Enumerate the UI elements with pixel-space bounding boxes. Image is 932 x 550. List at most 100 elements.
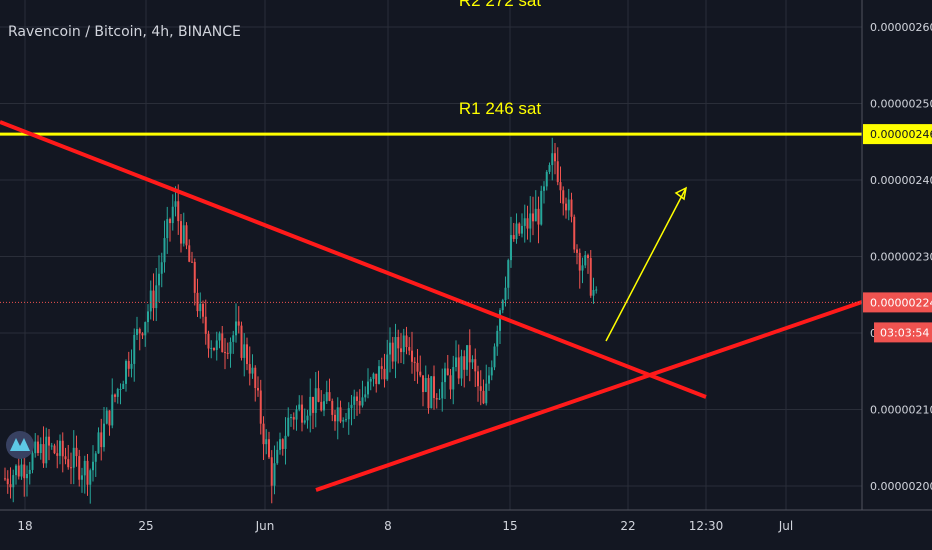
candle-body: [457, 357, 460, 379]
candle-body: [485, 383, 488, 404]
candle-body: [138, 329, 141, 334]
x-tick-label: 18: [17, 519, 32, 533]
candle-body: [460, 356, 463, 379]
drawing-overlays[interactable]: R1 246 sat R2 272 sat: [0, 0, 863, 492]
candle-body: [265, 439, 268, 445]
candle-body: [356, 396, 358, 401]
candle-body: [114, 394, 116, 397]
y-tick-label: 0.00000250: [870, 98, 932, 111]
price-axis[interactable]: 0.000002000.000002100.000002200.00000230…: [861, 0, 932, 510]
candle-body: [474, 359, 477, 372]
candle-body: [466, 345, 468, 370]
descending-trendline[interactable]: [0, 120, 707, 399]
candle-body: [147, 311, 149, 323]
candle-body: [540, 190, 543, 225]
candle-body: [499, 310, 501, 331]
candle-body: [422, 375, 424, 392]
candle-body: [78, 456, 81, 480]
candle-body: [438, 398, 441, 400]
candle-body: [221, 333, 224, 353]
candle-body: [295, 409, 298, 420]
candle-body: [224, 352, 226, 354]
candle-body: [270, 457, 273, 486]
projection-arrow[interactable]: [605, 187, 687, 342]
candle-body: [411, 350, 413, 362]
r1-label: R1 246 sat: [459, 99, 541, 118]
candle-body: [364, 394, 367, 398]
candle-body: [413, 361, 416, 363]
candle-body: [358, 400, 361, 406]
candle-body: [427, 378, 430, 409]
candle-body: [53, 445, 56, 454]
candle-body: [345, 419, 347, 421]
candle-body: [468, 345, 471, 363]
candle-body: [331, 400, 334, 415]
candle-body: [334, 414, 336, 422]
candle-body: [70, 467, 72, 469]
candle-body: [554, 153, 556, 162]
candle-body: [306, 415, 309, 421]
candle-body: [325, 392, 328, 402]
candle-body: [188, 245, 191, 262]
candle-body: [169, 219, 171, 224]
last-price-text: 0.00000224: [870, 296, 932, 309]
candle-body: [292, 417, 295, 420]
candle-body: [455, 357, 457, 368]
candle-body: [444, 368, 446, 383]
candle-body: [573, 216, 576, 250]
candle-body: [243, 344, 246, 358]
y-tick-label: 0.00000230: [870, 251, 932, 264]
chart-title: Ravencoin / Bitcoin, 4h, BINANCE: [8, 24, 241, 40]
candle-body: [408, 347, 411, 351]
candle-body: [303, 420, 306, 423]
candle-body: [89, 470, 92, 485]
candle-body: [279, 439, 281, 450]
candle-body: [529, 213, 532, 229]
candle-body: [584, 255, 587, 266]
candle-body: [246, 344, 248, 365]
candle-body: [174, 201, 177, 207]
candle-body: [559, 182, 562, 191]
countdown-text: 03:03:54: [880, 326, 929, 339]
candle-body: [342, 420, 345, 422]
price-axis-bg: [862, 0, 932, 510]
candle-body: [501, 300, 504, 311]
y-tick-label: 0.00000200: [870, 480, 932, 493]
candle-body: [391, 342, 394, 362]
candle-body: [171, 206, 174, 224]
candle-body: [446, 368, 449, 376]
candle-body: [482, 390, 485, 404]
candle-body: [372, 373, 375, 379]
candle-body: [64, 456, 67, 460]
candle-body: [353, 396, 356, 405]
time-axis[interactable]: 18 25 Jun 8 15 22 12:30 Jul: [0, 509, 932, 533]
candle-body: [526, 218, 529, 229]
candle-body: [160, 262, 163, 274]
candle-body: [75, 447, 78, 457]
candle-body: [191, 261, 193, 263]
candle-body: [130, 363, 133, 369]
candle-body: [383, 368, 386, 380]
candle-body: [504, 287, 507, 301]
candle-body: [565, 203, 567, 211]
candle-body: [268, 439, 270, 458]
candle-body: [523, 218, 526, 226]
candle-body: [339, 407, 342, 422]
candle-body: [576, 249, 578, 253]
y-tick-label: 0.00000240: [870, 174, 932, 187]
ascending-trendline[interactable]: [315, 300, 863, 492]
candle-body: [405, 335, 408, 348]
candle-body: [320, 401, 323, 411]
candle-body: [15, 465, 17, 476]
grid-lines: [0, 0, 862, 510]
candle-body: [116, 389, 119, 397]
candle-body: [518, 223, 521, 234]
candle-body: [312, 396, 314, 413]
candle-body: [31, 453, 34, 470]
candle-body: [433, 376, 435, 399]
ravencoin-logo-mark: [10, 438, 30, 451]
y-tick-label: 0.00000210: [870, 404, 932, 417]
candle-body: [435, 398, 438, 400]
candle-body: [276, 449, 279, 464]
